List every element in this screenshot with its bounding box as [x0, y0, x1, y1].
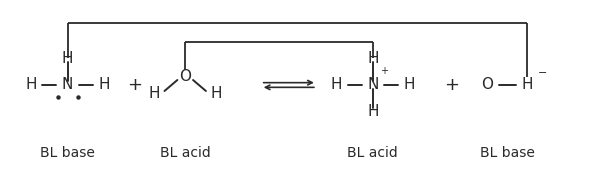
- Text: N: N: [367, 78, 379, 92]
- Text: BL base: BL base: [40, 146, 95, 160]
- Text: H: H: [149, 86, 160, 101]
- Text: H: H: [521, 78, 533, 92]
- Text: +: +: [127, 76, 142, 94]
- Text: H: H: [367, 104, 379, 119]
- Text: O: O: [482, 78, 494, 92]
- Text: −: −: [538, 67, 547, 78]
- Text: +: +: [380, 66, 388, 76]
- Text: H: H: [210, 86, 222, 101]
- Text: +: +: [444, 76, 459, 94]
- Text: H: H: [62, 51, 73, 66]
- Text: H: H: [331, 78, 342, 92]
- Text: N: N: [62, 78, 73, 92]
- Text: H: H: [25, 78, 37, 92]
- Text: O: O: [179, 69, 191, 84]
- Text: H: H: [367, 51, 379, 66]
- Text: BL base: BL base: [480, 146, 535, 160]
- Text: BL acid: BL acid: [160, 146, 211, 160]
- Text: BL acid: BL acid: [347, 146, 398, 160]
- Text: H: H: [98, 78, 110, 92]
- Text: H: H: [403, 78, 415, 92]
